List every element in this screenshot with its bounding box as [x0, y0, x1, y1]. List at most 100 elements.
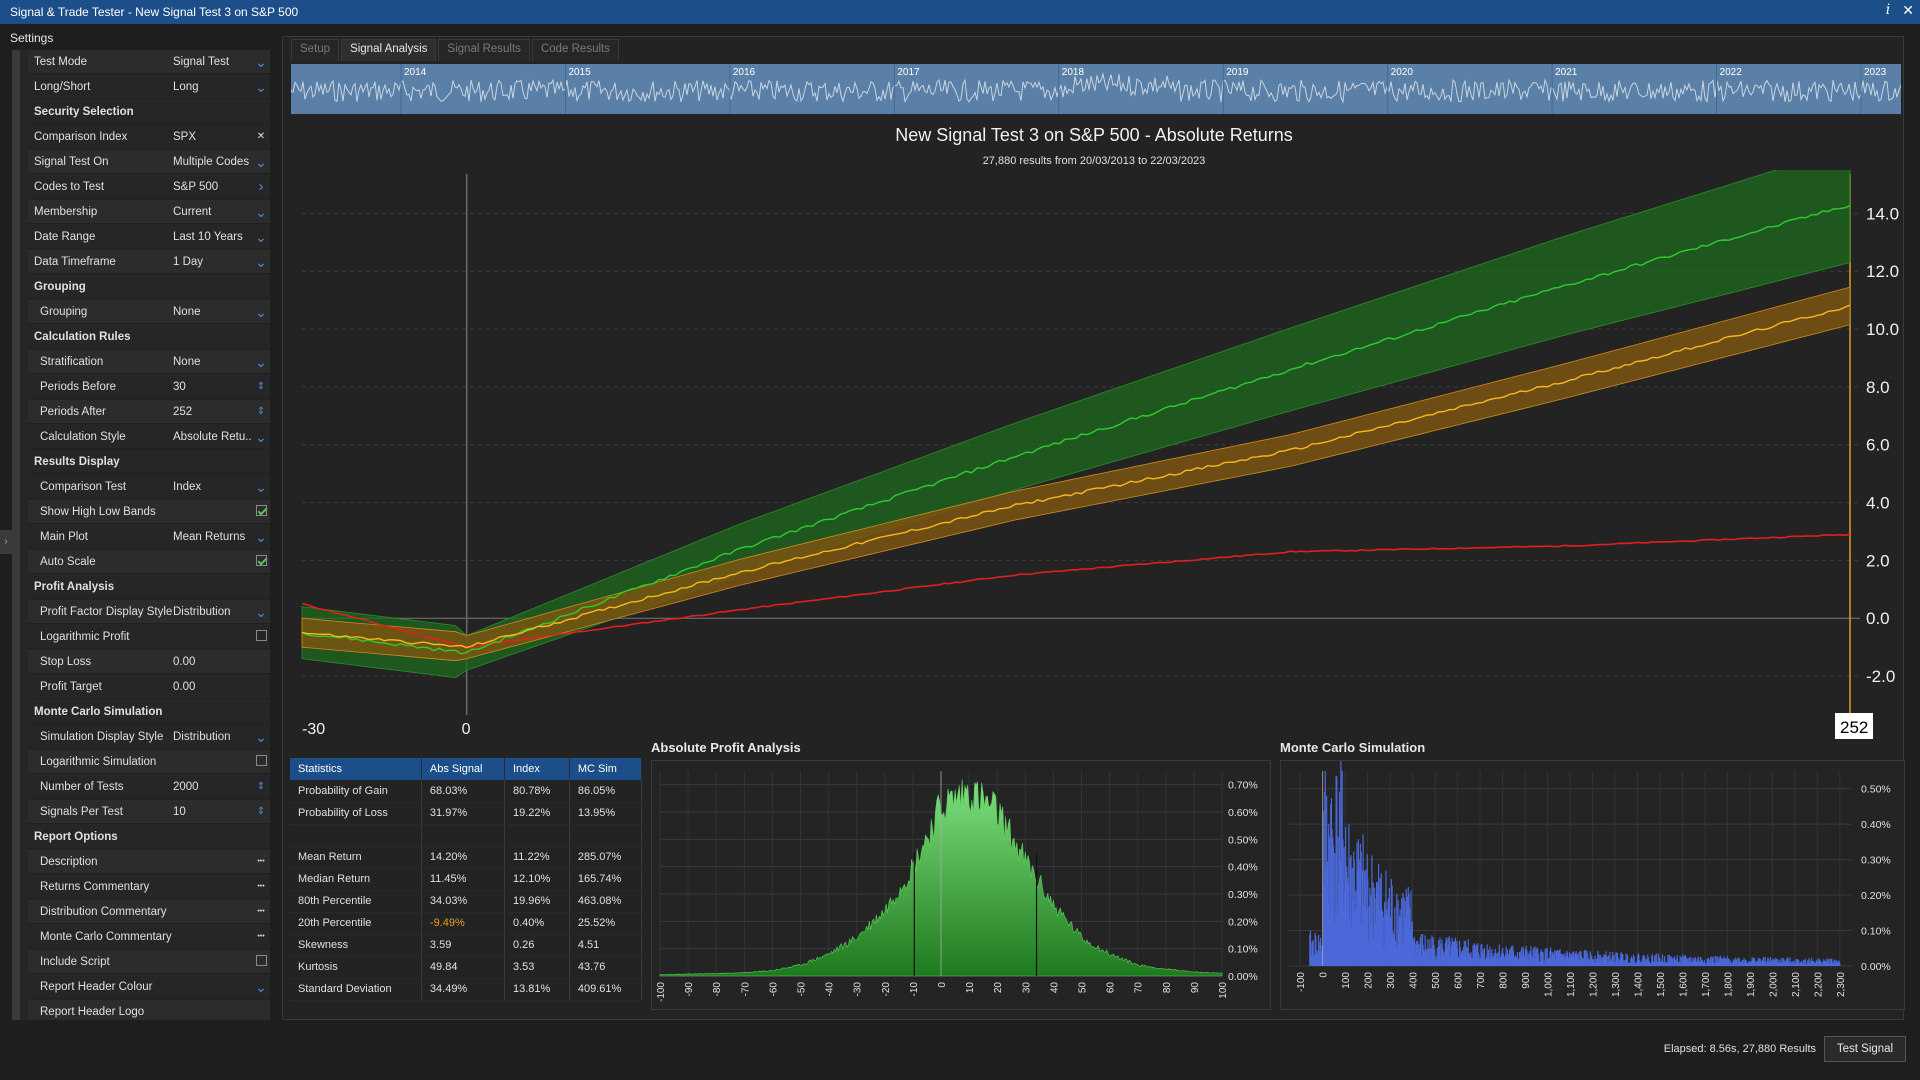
clear-icon[interactable]: ✕	[256, 131, 266, 142]
setting-value[interactable]: 0.00	[173, 680, 196, 693]
setting-row-periods-after[interactable]: Periods After 252 ⇕	[28, 400, 270, 424]
chevron-down-icon[interactable]: ⌄	[255, 203, 267, 220]
setting-row-signals-per-test[interactable]: Signals Per Test 10 ⇕	[28, 800, 270, 824]
checkbox[interactable]	[255, 954, 267, 966]
setting-row-profit-target[interactable]: Profit Target 0.00	[28, 675, 270, 699]
chevron-down-icon[interactable]: ⌄	[255, 353, 267, 370]
setting-row-comparison-index[interactable]: Comparison Index SPX ✕	[28, 125, 270, 149]
setting-row-description[interactable]: Description •••	[28, 850, 270, 874]
setting-row-periods-before[interactable]: Periods Before 30 ⇕	[28, 375, 270, 399]
setting-value[interactable]: 1 Day	[173, 255, 204, 268]
sidebar-collapse-handle[interactable]: ›	[0, 530, 12, 554]
checkbox-cell[interactable]	[252, 504, 270, 519]
setting-value[interactable]: Mean Returns	[173, 530, 246, 543]
ellipsis-icon[interactable]: •••	[257, 908, 265, 915]
setting-value[interactable]: Distribution	[173, 605, 231, 618]
chevron-right-icon[interactable]: ›	[258, 178, 264, 195]
setting-row-codes-to-test[interactable]: Codes to Test S&P 500 ›	[28, 175, 270, 199]
setting-row-report-header-logo[interactable]: Report Header Logo	[28, 1000, 270, 1020]
chevron-down-icon[interactable]: ⌄	[255, 978, 267, 995]
checkbox[interactable]	[255, 629, 267, 641]
setting-value[interactable]: Multiple Codes	[173, 155, 250, 168]
tab-code-results[interactable]: Code Results	[531, 39, 619, 61]
tab-setup[interactable]: Setup	[291, 39, 340, 61]
chevron-down-icon[interactable]: ⌄	[255, 153, 267, 170]
setting-row-distribution-commentary[interactable]: Distribution Commentary •••	[28, 900, 270, 924]
timeline-navigator[interactable]: 2014 2015 2016 2017 2018 2019 2020 2021 2022 2023	[290, 64, 1902, 114]
setting-row-grouping[interactable]: Grouping None ⌄	[28, 300, 270, 324]
ellipsis-icon[interactable]: •••	[257, 883, 265, 890]
setting-value[interactable]: 252	[173, 405, 193, 418]
chevron-down-icon[interactable]: ⌄	[255, 728, 267, 745]
chevron-down-icon[interactable]: ⌄	[255, 303, 267, 320]
spinner-icon[interactable]: ⇕	[256, 406, 266, 417]
setting-value[interactable]: Absolute Retu...	[173, 430, 252, 443]
setting-row-monte-carlo-commentary[interactable]: Monte Carlo Commentary •••	[28, 925, 270, 949]
setting-value[interactable]: Last 10 Years	[173, 230, 243, 243]
chevron-down-icon[interactable]: ⌄	[255, 528, 267, 545]
setting-value[interactable]: 30	[173, 380, 186, 393]
setting-row-signal-test-on[interactable]: Signal Test On Multiple Codes ⌄	[28, 150, 270, 174]
setting-value[interactable]: S&P 500	[173, 180, 219, 193]
chevron-down-icon[interactable]: ⌄	[255, 228, 267, 245]
setting-row-membership[interactable]: Membership Current ⌄	[28, 200, 270, 224]
spinner-icon[interactable]: ⇕	[256, 781, 266, 792]
chevron-down-icon[interactable]: ⌄	[255, 603, 267, 620]
setting-value[interactable]: Long	[173, 80, 199, 93]
checkbox-cell[interactable]	[252, 629, 270, 644]
setting-row-simulation-display-style[interactable]: Simulation Display Style Distribution ⌄	[28, 725, 270, 749]
tab-signal-analysis[interactable]: Signal Analysis	[341, 39, 437, 61]
setting-value[interactable]: SPX	[173, 130, 197, 143]
chevron-down-icon[interactable]: ⌄	[255, 53, 267, 70]
ellipsis-icon[interactable]: •••	[257, 858, 265, 865]
ellipsis-icon[interactable]: •••	[257, 933, 265, 940]
chevron-down-icon[interactable]: ⌄	[255, 253, 267, 270]
spinner-icon[interactable]: ⇕	[256, 806, 266, 817]
chevron-down-icon[interactable]: ⌄	[255, 478, 267, 495]
setting-value[interactable]: None	[173, 355, 201, 368]
setting-value[interactable]: Distribution	[173, 730, 231, 743]
setting-row-logarithmic-profit[interactable]: Logarithmic Profit	[28, 625, 270, 649]
info-icon[interactable]: i	[1885, 2, 1891, 18]
setting-row-show-high-low-bands[interactable]: Show High Low Bands	[28, 500, 270, 524]
returns-chart[interactable]: 14.0 12.0 10.0 8.0 6.0 4.0 2.0 0.0 -2.0 -30 0 252	[290, 170, 1902, 740]
setting-value[interactable]: 2000	[173, 780, 199, 793]
spinner-icon[interactable]: ⇕	[256, 381, 266, 392]
setting-row-returns-commentary[interactable]: Returns Commentary •••	[28, 875, 270, 899]
checkbox[interactable]	[255, 754, 267, 766]
setting-row-comparison-test[interactable]: Comparison Test Index ⌄	[28, 475, 270, 499]
setting-row-main-plot[interactable]: Main Plot Mean Returns ⌄	[28, 525, 270, 549]
setting-row-logarithmic-simulation[interactable]: Logarithmic Simulation	[28, 750, 270, 774]
setting-value[interactable]: None	[173, 305, 201, 318]
chevron-down-icon[interactable]: ⌄	[255, 428, 267, 445]
setting-row-report-header-colour[interactable]: Report Header Colour ⌄	[28, 975, 270, 999]
setting-row-date-range[interactable]: Date Range Last 10 Years ⌄	[28, 225, 270, 249]
setting-row-test-mode[interactable]: Test Mode Signal Test ⌄	[28, 50, 270, 74]
setting-value[interactable]: Signal Test	[173, 55, 230, 68]
checkbox[interactable]	[255, 504, 267, 516]
setting-value[interactable]: Current	[173, 205, 212, 218]
setting-row-stratification[interactable]: Stratification None ⌄	[28, 350, 270, 374]
checkbox-cell[interactable]	[252, 754, 270, 769]
mc-bar	[1658, 957, 1660, 966]
setting-row-calculation-style[interactable]: Calculation Style Absolute Retu... ⌄	[28, 425, 270, 449]
setting-row-long-short[interactable]: Long/Short Long ⌄	[28, 75, 270, 99]
checkbox-cell[interactable]	[252, 554, 270, 569]
checkbox-cell[interactable]	[252, 954, 270, 969]
checkbox[interactable]	[255, 554, 267, 566]
setting-value[interactable]: Index	[173, 480, 202, 493]
setting-row-stop-loss[interactable]: Stop Loss 0.00	[28, 650, 270, 674]
chevron-down-icon[interactable]: ⌄	[255, 78, 267, 95]
setting-row-data-timeframe[interactable]: Data Timeframe 1 Day ⌄	[28, 250, 270, 274]
monte-carlo-chart[interactable]: 0.50% 0.40% 0.30% 0.20% 0.10% 0.00% -100 0 100 20…	[1281, 755, 1906, 1011]
setting-value[interactable]: 0.00	[173, 655, 196, 668]
close-icon[interactable]: ✕	[1902, 2, 1914, 18]
setting-row-auto-scale[interactable]: Auto Scale	[28, 550, 270, 574]
setting-row-number-of-tests[interactable]: Number of Tests 2000 ⇕	[28, 775, 270, 799]
setting-value[interactable]: 10	[173, 805, 186, 818]
setting-row-include-script[interactable]: Include Script	[28, 950, 270, 974]
setting-row-profit-factor-display-style[interactable]: Profit Factor Display Style Distribution ⌄	[28, 600, 270, 624]
tab-signal-results[interactable]: Signal Results	[438, 39, 530, 61]
test-signal-button[interactable]: Test Signal	[1824, 1036, 1906, 1062]
profit-distribution-chart[interactable]: 0.70% 0.60% 0.50% 0.40% 0.30% 0.20% 0.10% 0.00%…	[652, 761, 1272, 1011]
